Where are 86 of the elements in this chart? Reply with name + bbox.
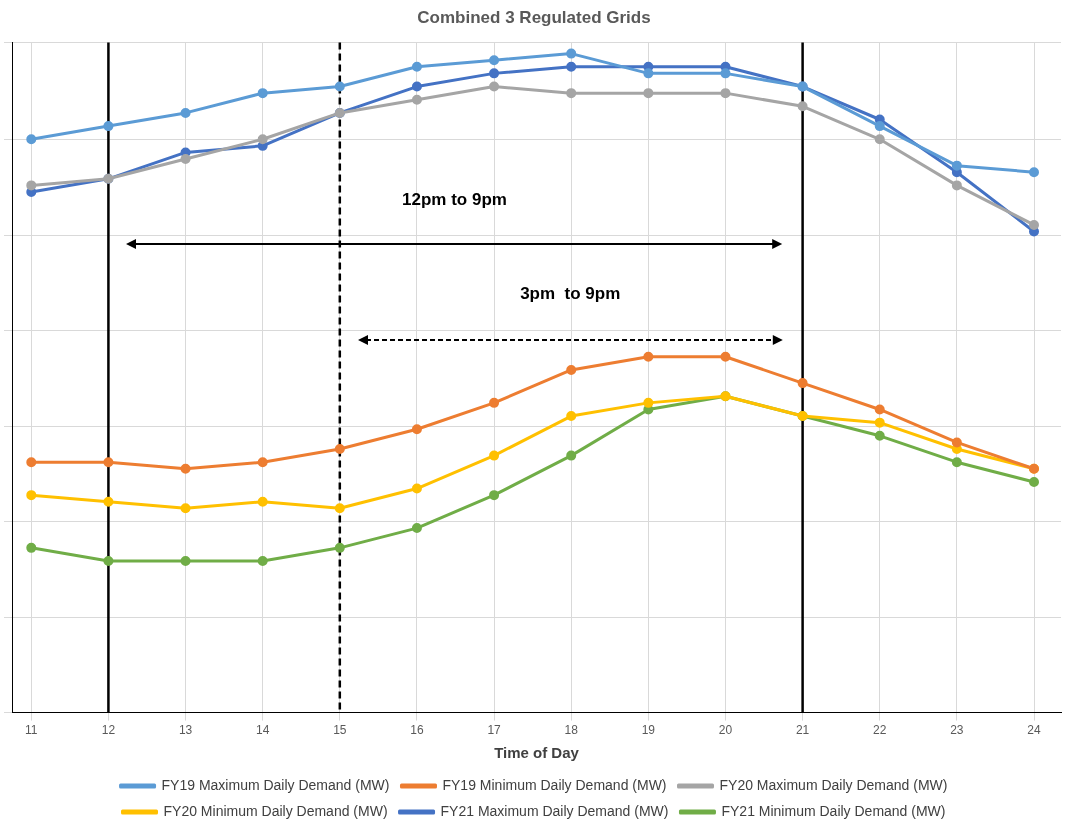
- point: [951, 437, 962, 448]
- point: [489, 490, 500, 501]
- point: [26, 134, 37, 145]
- point: [257, 134, 268, 145]
- legend-label: FY21 Maximum Daily Demand (MW): [440, 802, 669, 819]
- point: [874, 417, 885, 428]
- point: [411, 424, 422, 435]
- point: [566, 364, 577, 375]
- point: [411, 523, 422, 534]
- point: [566, 48, 577, 59]
- point: [334, 81, 345, 92]
- x-tick-label: 13: [178, 723, 193, 738]
- point: [26, 457, 37, 468]
- point: [643, 351, 654, 362]
- point: [566, 411, 577, 422]
- point: [334, 444, 345, 454]
- x-tick-label: 14: [256, 723, 270, 738]
- chart-title: Combined 3 Regulated Grids: [417, 7, 651, 27]
- point: [103, 496, 114, 507]
- point: [1029, 167, 1039, 178]
- point: [411, 94, 422, 105]
- point: [26, 490, 37, 501]
- point: [180, 556, 191, 567]
- point: [257, 88, 268, 99]
- point: [103, 556, 114, 567]
- point: [797, 101, 808, 112]
- annotation: 12pm to 9pm: [402, 190, 507, 210]
- point: [257, 457, 268, 468]
- annotation: 3pm to 9pm: [520, 284, 621, 304]
- point: [334, 542, 345, 553]
- x-tick-label: 16: [410, 723, 424, 738]
- x-tick-label: 15: [333, 723, 347, 738]
- x-tick-label: 19: [641, 723, 656, 738]
- point: [566, 61, 577, 72]
- point: [489, 55, 500, 66]
- point: [26, 180, 37, 191]
- point: [489, 68, 500, 79]
- point: [257, 556, 268, 567]
- legend-label: FY19 Maximum Daily Demand (MW): [161, 776, 390, 793]
- legend-label: FY20 Maximum Daily Demand (MW): [719, 776, 948, 793]
- point: [720, 88, 731, 99]
- point: [720, 351, 731, 362]
- point: [411, 483, 422, 494]
- point: [26, 542, 37, 553]
- x-axis-title: Time of Day: [494, 744, 580, 762]
- point: [874, 134, 885, 145]
- point: [103, 121, 114, 132]
- point: [643, 397, 654, 408]
- point: [180, 154, 191, 165]
- point: [411, 81, 422, 92]
- point: [643, 88, 654, 99]
- x-tick-label: 21: [795, 723, 810, 738]
- x-tick-label: 22: [873, 723, 887, 738]
- point: [489, 397, 500, 408]
- x-tick-label: 18: [564, 723, 579, 738]
- point: [1029, 476, 1039, 487]
- x-tick-label: 17: [487, 723, 502, 738]
- x-tick-label: 23: [950, 723, 964, 738]
- point: [180, 107, 191, 118]
- point: [951, 180, 962, 191]
- point: [1029, 219, 1039, 230]
- point: [797, 378, 808, 389]
- point: [566, 88, 577, 99]
- x-tick-label: 12: [101, 723, 116, 738]
- x-tick-label: 24: [1027, 723, 1041, 738]
- legend-label: FY20 Minimum Daily Demand (MW): [163, 802, 388, 819]
- point: [257, 496, 268, 507]
- point: [720, 68, 731, 79]
- point: [874, 404, 885, 415]
- point: [411, 61, 422, 72]
- legend-label: FY21 Minimum Daily Demand (MW): [721, 802, 946, 819]
- x-tick-label: 11: [25, 723, 38, 738]
- point: [180, 463, 191, 474]
- point: [951, 457, 962, 468]
- point: [643, 68, 654, 79]
- point: [489, 81, 500, 92]
- point: [334, 503, 345, 514]
- point: [566, 450, 577, 461]
- point: [951, 160, 962, 171]
- point: [103, 457, 114, 468]
- point: [874, 121, 885, 132]
- legend-label: FY19 Minimum Daily Demand (MW): [442, 776, 667, 793]
- x-tick-label: 20: [718, 723, 733, 738]
- point: [489, 450, 500, 461]
- point: [180, 503, 191, 514]
- point: [874, 430, 885, 441]
